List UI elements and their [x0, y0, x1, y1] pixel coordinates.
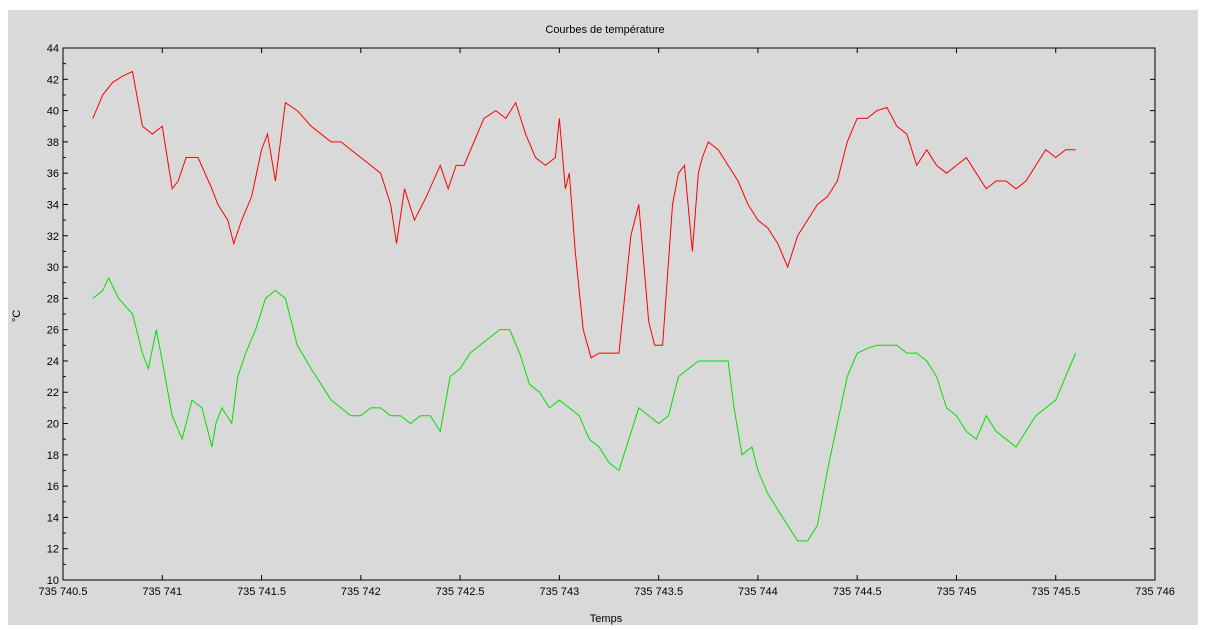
y-tick-label: 36 [47, 168, 59, 180]
y-tick-label: 30 [47, 262, 59, 274]
series-line-1 [92, 70, 1076, 359]
y-tick-label: 38 [47, 137, 59, 149]
x-tick-label: 735 742 [341, 586, 381, 598]
y-tick-label: 44 [47, 43, 59, 55]
x-tick-label: 735 741 [142, 586, 182, 598]
y-tick-label: 26 [47, 325, 59, 337]
x-tick-label: 735 745 [937, 586, 977, 598]
x-tick-label: 735 746 [1135, 586, 1175, 598]
x-tick-label: 735 741.5 [237, 586, 286, 598]
x-axis-ticks: 735 740.5 735 741 735 741.5 735 742 735 742.… [39, 48, 1175, 598]
y-tick-label: 12 [47, 544, 59, 556]
chart-title: Courbes de température [545, 24, 664, 36]
y-tick-label: 22 [47, 387, 59, 399]
plot-area: 735 740.5 735 741 735 741.5 735 742 735 742.… [39, 43, 1175, 598]
x-tick-label: 735 743 [539, 586, 579, 598]
y-tick-label: 28 [47, 293, 59, 305]
x-tick-label: 735 742.5 [436, 586, 485, 598]
y-tick-label: 40 [47, 106, 59, 118]
x-tick-label: 735 744.5 [833, 586, 882, 598]
x-tick-label: 735 743.5 [634, 586, 683, 598]
x-tick-label: 735 740.5 [39, 586, 88, 598]
x-tick-label: 735 745.5 [1031, 586, 1080, 598]
x-tick-label: 735 744 [738, 586, 778, 598]
y-axis-ticks: 10 12 14 16 18 20 22 24 26 28 30 32 34 36 38 40 42 44 [47, 43, 1155, 587]
series-line-2 [92, 276, 1077, 542]
y-tick-label: 18 [47, 450, 59, 462]
series-layer [92, 70, 1077, 542]
y-axis-label: °C [11, 310, 23, 322]
x-axis-label: Temps [590, 613, 623, 625]
y-tick-label: 24 [47, 356, 59, 368]
figure-background [8, 10, 1198, 625]
y-tick-label: 14 [47, 512, 59, 524]
y-tick-label: 42 [47, 74, 59, 86]
y-tick-label: 20 [47, 419, 59, 431]
y-tick-label: 32 [47, 231, 59, 243]
y-tick-label: 10 [47, 575, 59, 587]
y-tick-label: 34 [47, 199, 59, 211]
y-tick-label: 16 [47, 481, 59, 493]
